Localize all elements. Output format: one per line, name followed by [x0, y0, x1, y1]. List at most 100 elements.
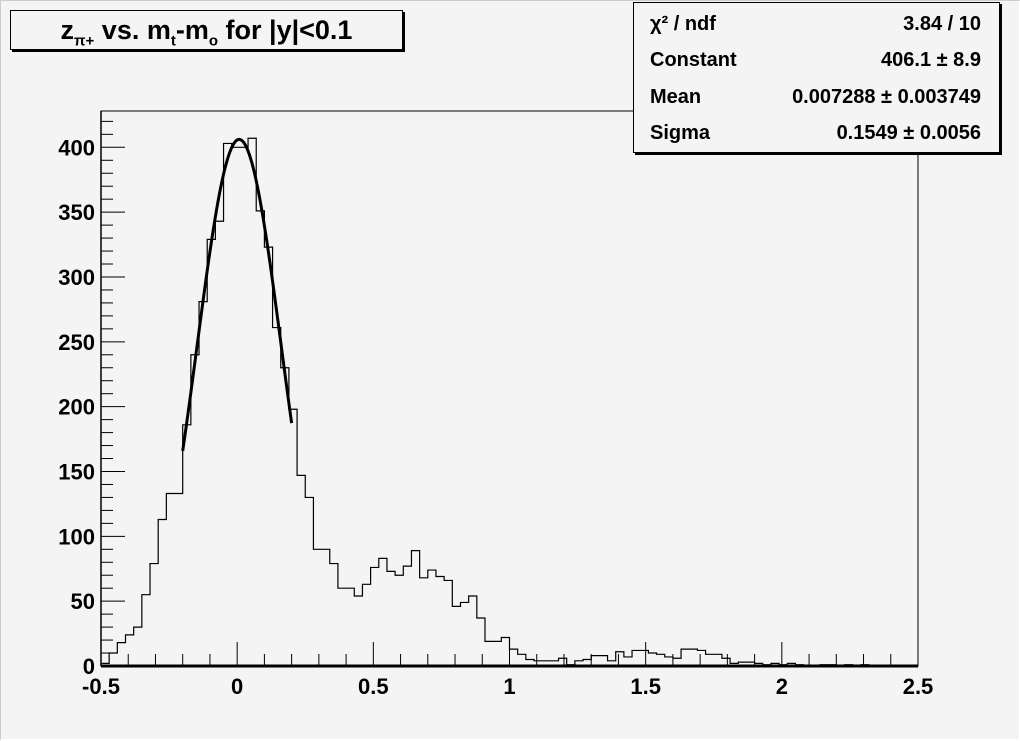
histogram-outline: [100, 137, 918, 667]
histogram-bin: [501, 637, 509, 666]
histogram-bin: [526, 660, 534, 666]
histogram-bin: [542, 661, 550, 666]
histogram-bin: [313, 549, 321, 666]
x-tick-label: 1.5: [630, 674, 661, 699]
histogram-bin: [101, 663, 109, 666]
stats-row-constant: Constant 406.1 ± 8.9: [650, 42, 981, 78]
histogram-bin: [273, 328, 281, 666]
title-part: for |y|<0.1: [218, 15, 353, 45]
histogram-bin: [371, 567, 379, 666]
histogram-bin: [510, 649, 518, 666]
histogram-bin: [232, 147, 240, 666]
histogram-bin: [828, 665, 836, 666]
stats-label: Mean: [650, 86, 702, 108]
y-tick-label: 400: [58, 135, 95, 160]
y-tick-label: 300: [58, 265, 95, 290]
histogram-bin: [362, 584, 370, 666]
title-subscript: o: [208, 32, 219, 50]
histogram-bin: [289, 409, 297, 666]
histogram-bin: [166, 494, 174, 666]
histogram-bin: [591, 656, 599, 666]
histogram-bin: [616, 652, 624, 666]
histogram-bin: [567, 665, 575, 666]
histogram-bin: [738, 662, 746, 666]
histogram-bin: [673, 658, 681, 666]
stats-value: 406.1 ± 8.9: [881, 49, 981, 71]
stats-row-sigma: Sigma 0.1549 ± 0.0056: [650, 115, 981, 151]
histogram-bin: [109, 653, 117, 666]
histogram-bin: [599, 656, 607, 666]
histogram-bin: [199, 302, 207, 666]
chart-title: zπ+ vs. mt-mo for |y|<0.1: [10, 10, 403, 50]
histogram-bin: [330, 564, 338, 666]
histogram-bin: [795, 665, 803, 666]
histogram-bin: [183, 425, 191, 666]
histogram-bin: [215, 221, 223, 666]
histogram-bin: [158, 519, 166, 666]
stats-label: χ² / ndf: [650, 13, 716, 35]
histogram-bin: [207, 239, 215, 666]
histogram-bin: [844, 665, 852, 666]
histogram-bin: [730, 663, 738, 666]
histogram-bin: [534, 661, 542, 666]
y-tick-label: 50: [71, 589, 95, 614]
title-subscript: π+: [74, 32, 95, 50]
histogram-bin: [746, 662, 754, 666]
histogram-bin: [820, 665, 828, 666]
histogram-bin: [706, 654, 714, 666]
y-tick-label: 150: [58, 459, 95, 484]
histogram-bin: [248, 138, 256, 666]
gaussian-fit-curve: [181, 137, 294, 452]
stats-row-mean: Mean 0.007288 ± 0.003749: [650, 79, 981, 115]
histogram-bin: [640, 650, 648, 666]
histogram-bin: [575, 661, 583, 666]
histogram-bin: [583, 660, 591, 666]
histogram-bin: [648, 653, 656, 666]
histogram-bin: [632, 650, 640, 666]
histogram-bin: [681, 649, 689, 666]
histogram-bin: [297, 475, 305, 666]
histogram-bin: [485, 641, 493, 666]
histogram-bin: [305, 497, 313, 666]
histogram-bin: [779, 665, 787, 666]
x-tick-label: 2: [776, 674, 788, 699]
fit-stats-box: χ² / ndf 3.84 / 10 Constant 406.1 ± 8.9 Me…: [633, 2, 1000, 153]
histogram-bin: [175, 494, 183, 666]
histogram-bin: [436, 577, 444, 666]
title-part: z: [60, 15, 75, 45]
histogram-bin: [771, 663, 779, 666]
x-tick-label: -0.5: [82, 674, 120, 699]
title-subscript: t: [170, 32, 176, 50]
y-tick-label: 200: [58, 395, 95, 420]
x-tick-label: 0.5: [358, 674, 389, 699]
histogram-bin: [240, 147, 248, 666]
histogram-bin: [787, 663, 795, 666]
histogram-bin: [411, 551, 419, 666]
histogram-bin: [281, 368, 289, 666]
histogram-bin: [346, 588, 354, 666]
histogram-bin: [657, 654, 665, 666]
histogram-bin: [493, 641, 501, 666]
histogram-bin: [387, 571, 395, 666]
y-tick-label: 350: [58, 200, 95, 225]
histogram-bin: [697, 650, 705, 666]
histogram-bin: [452, 606, 460, 666]
histogram-bin: [550, 661, 558, 666]
histogram-bin: [420, 578, 428, 666]
title-part: -m: [175, 15, 209, 45]
histogram-bin: [559, 658, 567, 666]
histogram-bin: [338, 588, 346, 666]
title-part: vs. m: [94, 15, 171, 45]
histogram-bin: [624, 657, 632, 666]
histogram-bin: [403, 566, 411, 666]
histogram-bin: [256, 211, 264, 666]
y-tick-label: 100: [58, 524, 95, 549]
x-tick-label: 2.5: [903, 674, 934, 699]
histogram-bin: [469, 596, 477, 666]
histogram-bin: [224, 143, 232, 666]
histogram-bin: [763, 665, 771, 666]
histogram-bin: [354, 596, 362, 666]
x-tick-label: 1: [503, 674, 515, 699]
histogram-bin: [142, 595, 150, 666]
stats-value: 3.84 / 10: [903, 13, 981, 35]
